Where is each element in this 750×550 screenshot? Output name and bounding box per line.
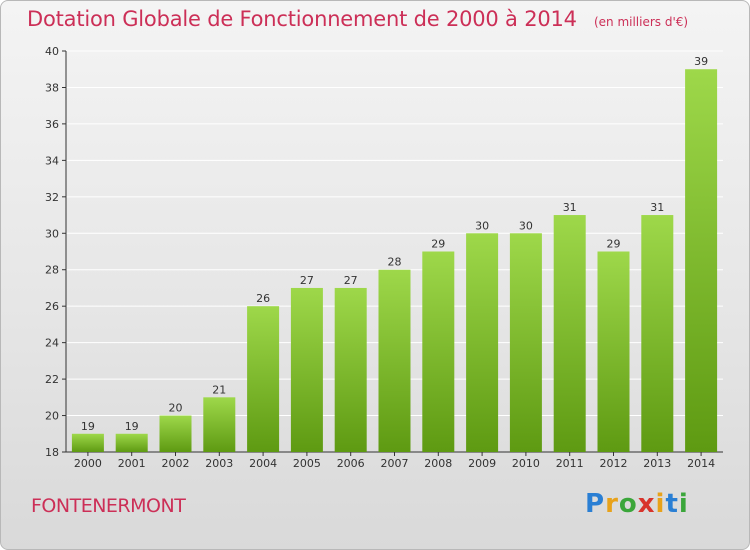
x-tick-label: 2003 bbox=[205, 457, 233, 470]
title-row: Dotation Globale de Fonctionnement de 20… bbox=[27, 7, 688, 31]
commune-name: FONTENERMONT bbox=[31, 495, 186, 517]
bar bbox=[203, 397, 236, 452]
x-tick-label: 2011 bbox=[556, 457, 584, 470]
x-tick-label: 2005 bbox=[293, 457, 321, 470]
bar bbox=[71, 433, 104, 452]
bar bbox=[115, 433, 148, 452]
x-tick-label: 2007 bbox=[381, 457, 409, 470]
chart-subtitle: (en milliers d'€) bbox=[593, 15, 689, 29]
bar bbox=[597, 251, 630, 452]
logo-letter: t bbox=[665, 489, 679, 519]
data-label: 28 bbox=[388, 256, 402, 269]
bar bbox=[466, 233, 499, 452]
y-tick-label: 26 bbox=[45, 300, 59, 313]
y-tick-label: 22 bbox=[45, 373, 59, 386]
data-label: 27 bbox=[300, 274, 314, 287]
data-label: 19 bbox=[125, 420, 139, 433]
data-label: 20 bbox=[169, 402, 183, 415]
bar bbox=[247, 306, 280, 452]
x-tick-label: 2010 bbox=[512, 457, 540, 470]
x-tick-label: 2008 bbox=[424, 457, 452, 470]
logo-letter: i bbox=[678, 489, 689, 519]
logo-letter: r bbox=[605, 489, 619, 519]
bar bbox=[378, 269, 411, 452]
y-tick-label: 28 bbox=[45, 264, 59, 277]
bar bbox=[422, 251, 455, 452]
x-tick-label: 2004 bbox=[249, 457, 277, 470]
data-label: 29 bbox=[431, 238, 445, 251]
data-label: 30 bbox=[519, 219, 533, 232]
bar bbox=[509, 233, 542, 452]
x-tick-label: 2001 bbox=[118, 457, 146, 470]
y-tick-label: 38 bbox=[45, 81, 59, 94]
data-label: 39 bbox=[694, 55, 708, 68]
y-tick-label: 20 bbox=[45, 410, 59, 423]
y-tick-label: 30 bbox=[45, 227, 59, 240]
x-tick-label: 2012 bbox=[600, 457, 628, 470]
y-tick-label: 34 bbox=[45, 154, 59, 167]
logo-letter: x bbox=[637, 489, 656, 519]
data-label: 30 bbox=[475, 219, 489, 232]
data-label: 31 bbox=[563, 201, 577, 214]
data-label: 21 bbox=[212, 383, 226, 396]
logo-letter: o bbox=[618, 489, 638, 519]
x-tick-label: 2014 bbox=[687, 457, 715, 470]
proxiti-logo: Proxiti bbox=[585, 489, 689, 519]
data-label: 19 bbox=[81, 420, 95, 433]
logo-letter: i bbox=[655, 489, 666, 519]
data-label: 26 bbox=[256, 292, 270, 305]
y-tick-label: 32 bbox=[45, 191, 59, 204]
x-tick-label: 2000 bbox=[74, 457, 102, 470]
x-tick-label: 2009 bbox=[468, 457, 496, 470]
data-label: 27 bbox=[344, 274, 358, 287]
y-tick-label: 18 bbox=[45, 446, 59, 459]
bar bbox=[553, 215, 586, 452]
bar bbox=[685, 69, 718, 453]
x-tick-label: 2002 bbox=[162, 457, 190, 470]
data-label: 29 bbox=[607, 238, 621, 251]
y-tick-label: 24 bbox=[45, 337, 59, 350]
chart-title: Dotation Globale de Fonctionnement de 20… bbox=[27, 7, 577, 31]
data-label: 31 bbox=[650, 201, 664, 214]
x-tick-label: 2013 bbox=[643, 457, 671, 470]
bar bbox=[334, 287, 367, 452]
y-tick-label: 40 bbox=[45, 45, 59, 58]
x-tick-label: 2006 bbox=[337, 457, 365, 470]
logo-letter: P bbox=[585, 489, 606, 519]
bar bbox=[159, 415, 192, 452]
bar bbox=[290, 287, 323, 452]
y-tick-label: 36 bbox=[45, 118, 59, 131]
bar bbox=[641, 215, 674, 452]
